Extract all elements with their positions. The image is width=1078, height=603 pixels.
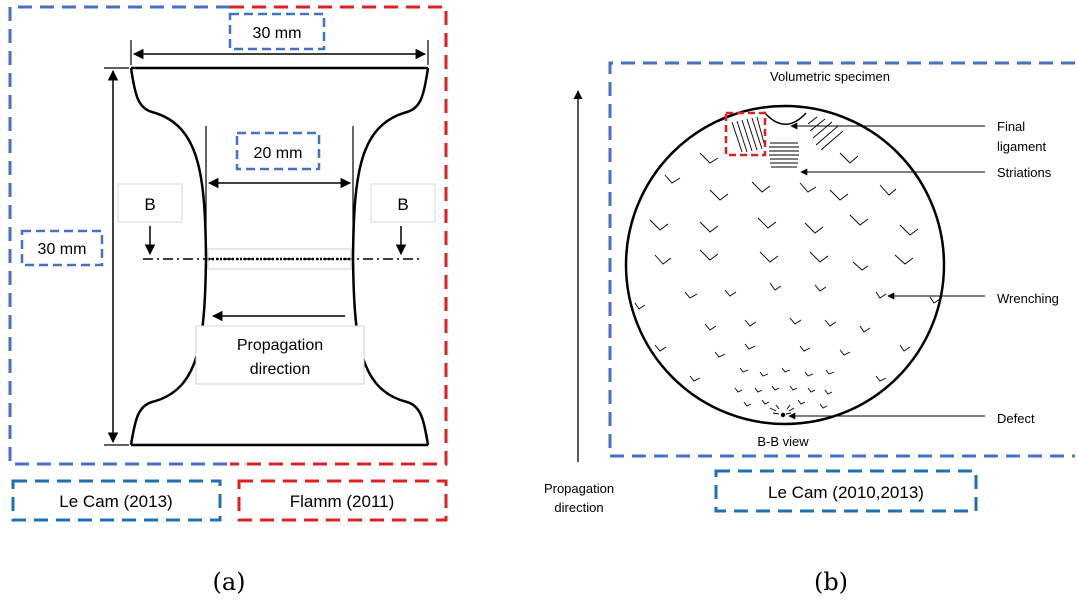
final-ligament-highlight	[724, 111, 767, 157]
final-ligament-label-line1: Final	[997, 119, 1025, 134]
blue-dashed-frame	[8, 5, 230, 466]
striations	[769, 142, 799, 168]
propagation-label-line1: Propagation	[237, 337, 323, 354]
width-label: 30 mm	[253, 25, 302, 42]
ref-b-label: Le Cam (2010,2013)	[768, 483, 924, 502]
height-label-box	[20, 229, 104, 267]
panel-b: Volumetric specimen Propagation directio…	[544, 61, 1075, 596]
height-label: 30 mm	[38, 241, 87, 258]
bb-view-label: B-B view	[757, 434, 809, 449]
volumetric-frame	[608, 61, 1075, 458]
final-ligament-notch	[763, 111, 807, 125]
ref-red-box	[237, 479, 448, 522]
defect-label: Defect	[997, 411, 1035, 426]
propagation-b-line1: Propagation	[544, 481, 614, 496]
final-ligament-label-line2: ligament	[997, 139, 1047, 154]
ref-b-box	[714, 469, 978, 513]
red-dashed-frame	[230, 5, 448, 466]
specimen-outline	[129, 66, 430, 447]
propagation-label-line2: direction	[250, 361, 310, 378]
caption-b: (b)	[814, 568, 848, 596]
ref-blue-label: Le Cam (2013)	[59, 492, 172, 511]
width-label-box	[228, 12, 326, 51]
defect-point	[780, 412, 786, 418]
propagation-b-line2: direction	[554, 500, 603, 515]
ref-blue-box	[11, 479, 222, 522]
ref-red-label: Flamm (2011)	[290, 492, 395, 511]
neck-label-box	[235, 131, 321, 171]
section-marker-left: B	[144, 195, 155, 214]
chevron-marks	[634, 152, 941, 415]
section-marker-right: B	[397, 195, 408, 214]
fracture-surface	[624, 104, 946, 426]
neck-label: 20 mm	[254, 145, 303, 162]
striations-label: Striations	[997, 165, 1052, 180]
volumetric-title: Volumetric specimen	[770, 69, 890, 84]
panel-a: 30 mm 20 mm 30 mm B B Propagation direct…	[8, 5, 448, 596]
wrenching-label: Wrenching	[997, 291, 1059, 306]
caption-a: (a)	[212, 568, 245, 596]
